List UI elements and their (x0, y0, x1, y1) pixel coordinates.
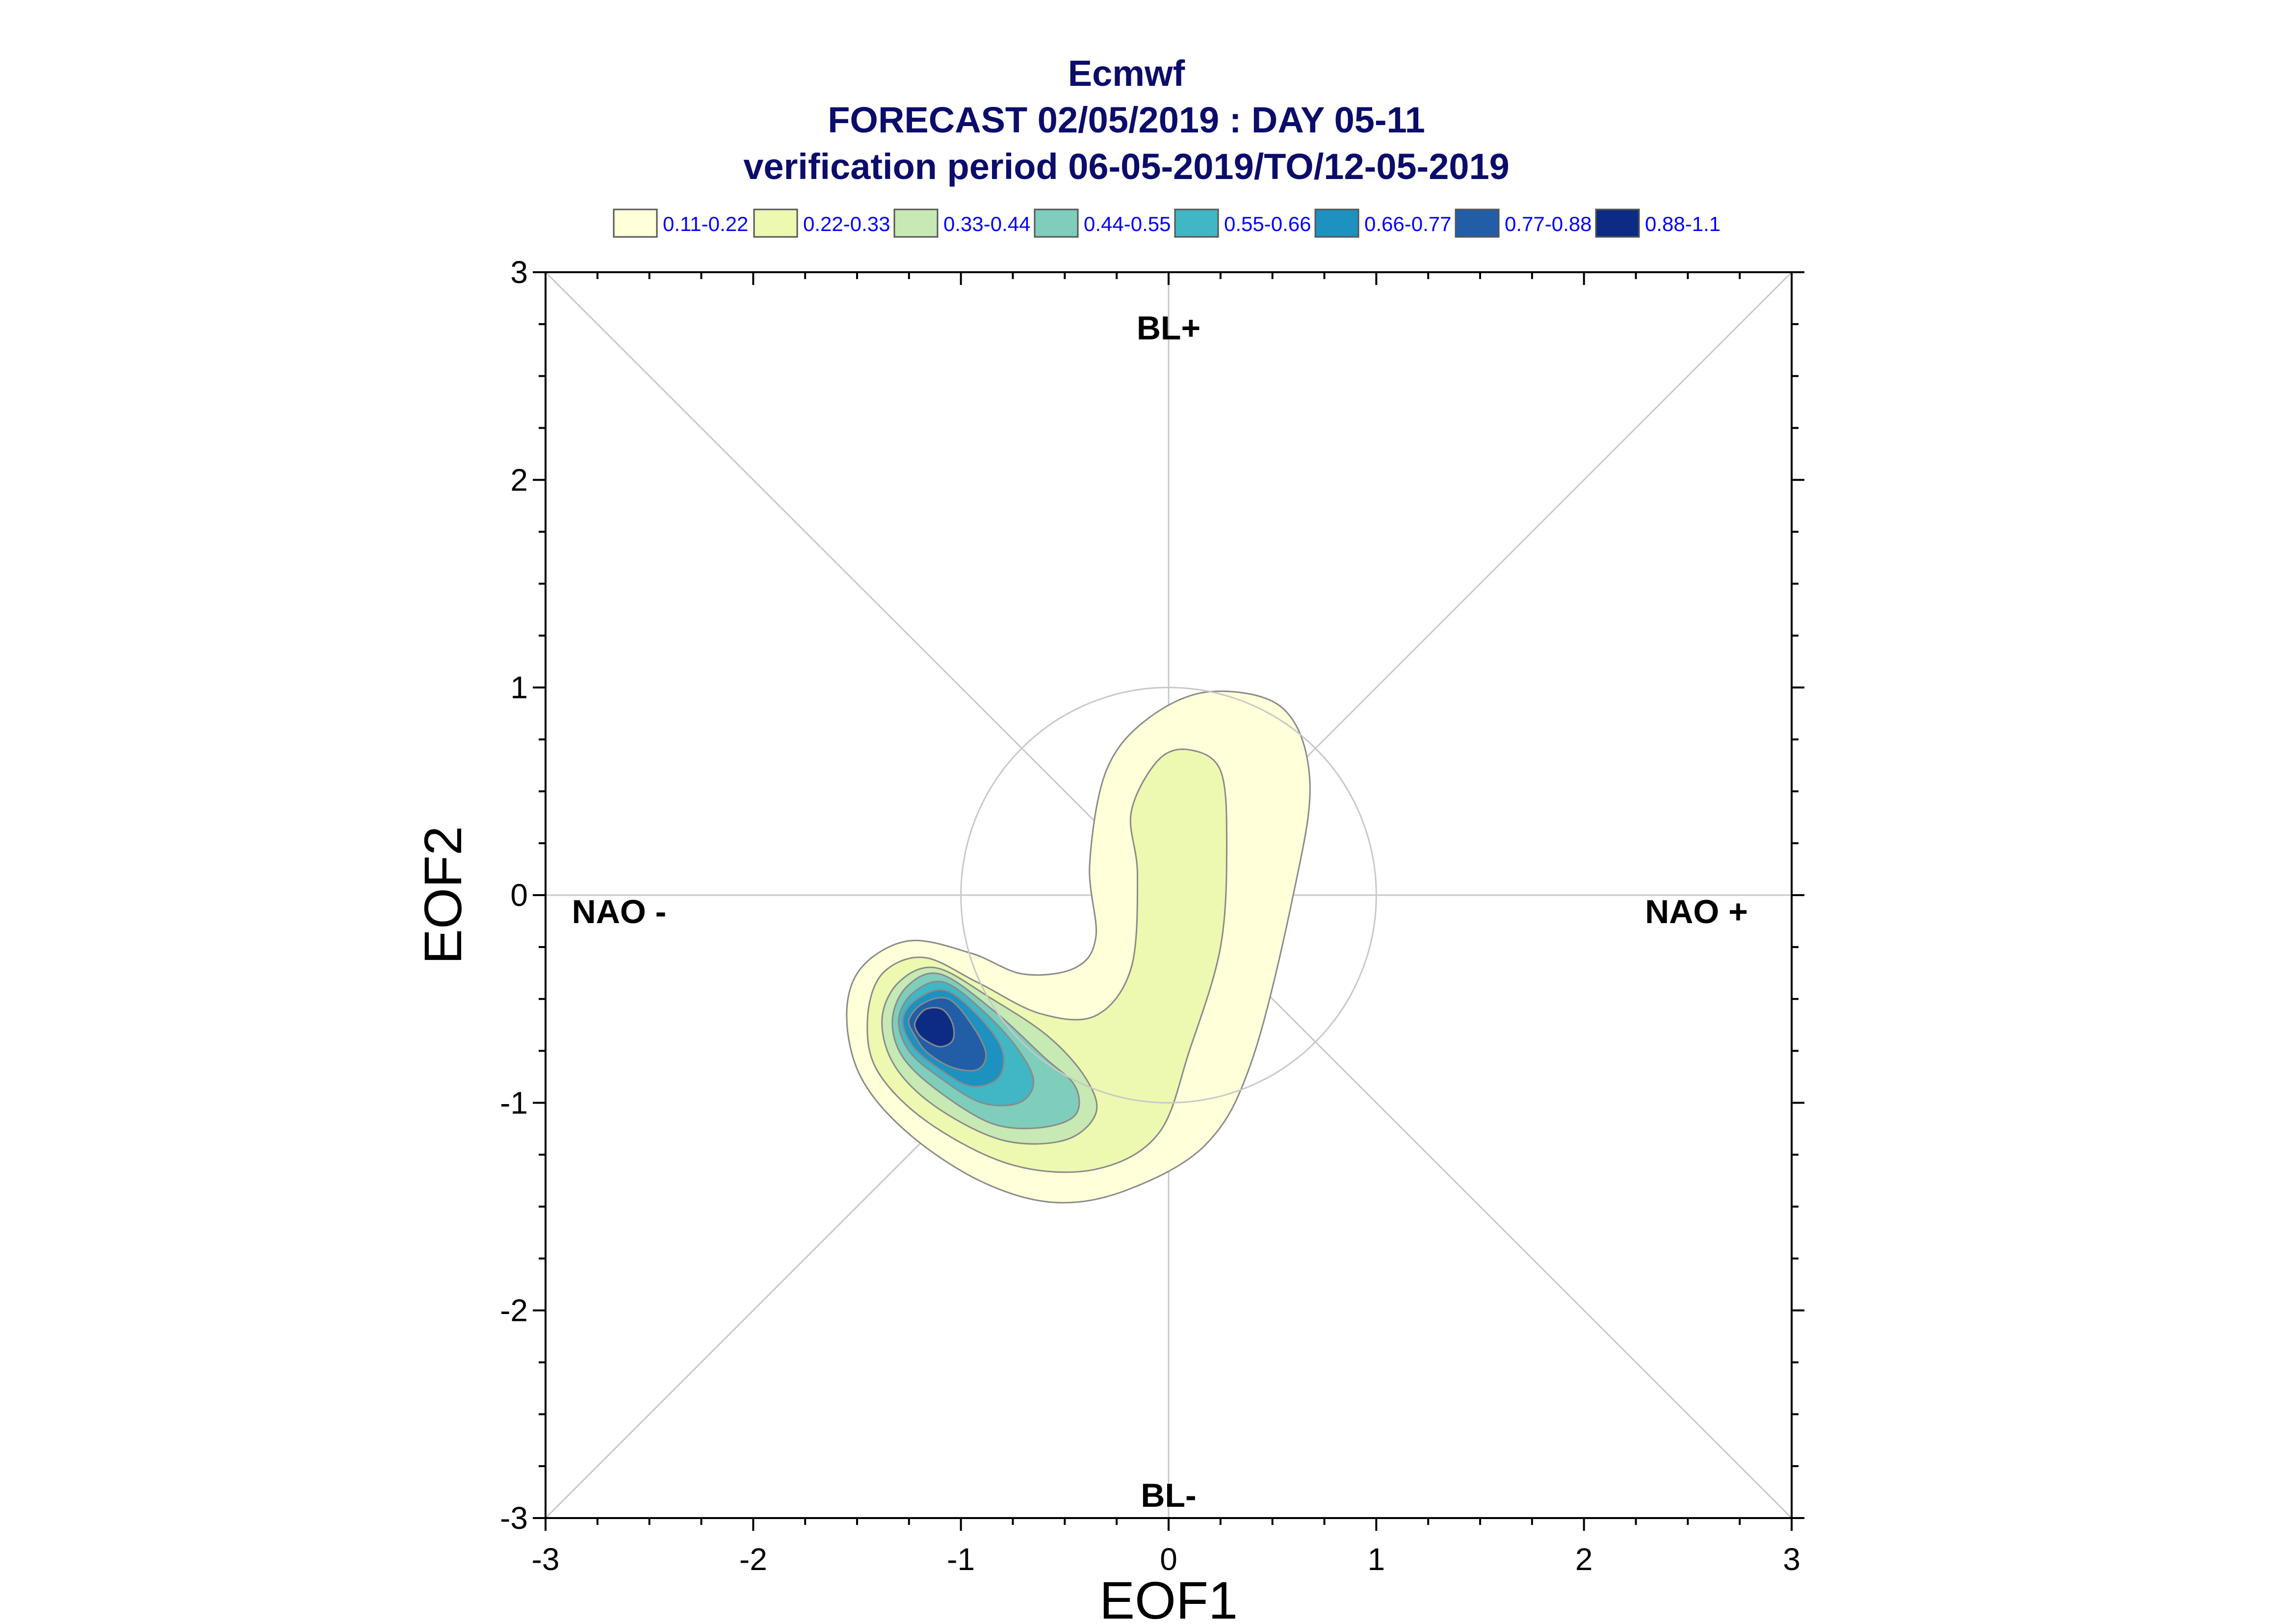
regime-label-nao-plus: NAO + (1645, 893, 1748, 930)
chart-subtitle-forecast: FORECAST 02/05/2019 : DAY 05-11 (828, 100, 1425, 140)
reference-circle (960, 687, 1377, 1104)
reference-overlay (960, 687, 1377, 1104)
legend-label: 0.33-0.44 (943, 212, 1030, 235)
legend-swatch (1455, 208, 1500, 238)
legend-swatch (1314, 208, 1359, 238)
x-tick-label: 2 (1575, 1542, 1593, 1577)
density-contour (913, 1006, 955, 1048)
legend-swatch (1174, 208, 1219, 238)
legend-label: 0.22-0.33 (803, 212, 890, 235)
x-tick-label: -2 (739, 1542, 767, 1577)
regime-label-bl-plus: BL+ (1137, 309, 1200, 347)
x-tick-label: -3 (532, 1542, 560, 1577)
legend-swatch (753, 208, 798, 238)
axis-ticks: -3 -2 -1 0 1 2 3 -3 -2 -1 0 1 2 3 (500, 255, 1804, 1577)
y-tick-label: -3 (500, 1500, 528, 1536)
legend-label: 0.11-0.22 (663, 212, 748, 235)
x-tick-label: 3 (1783, 1542, 1800, 1577)
x-axis-title: EOF1 (1099, 1571, 1238, 1624)
legend-swatch (893, 208, 939, 238)
legend-label: 0.88-1.1 (1645, 212, 1721, 235)
y-axis-title: EOF2 (413, 826, 472, 964)
legend-label: 0.55-0.66 (1224, 212, 1311, 235)
y-tick-label: 0 (510, 877, 528, 913)
legend-swatch (1034, 208, 1079, 238)
plot-area: -3 -2 -1 0 1 2 3 -3 -2 -1 0 1 2 3 (500, 255, 1804, 1577)
legend-label: 0.66-0.77 (1364, 212, 1451, 235)
x-tick-label: -1 (947, 1542, 975, 1577)
y-tick-label: -1 (500, 1085, 528, 1120)
chart-subtitle-verification: verification period 06-05-2019/TO/12-05-… (743, 146, 1510, 187)
regime-label-nao-minus: NAO - (572, 893, 667, 930)
y-tick-label: 2 (510, 462, 528, 497)
density-contours (846, 690, 1311, 1204)
regime-label-bl-minus: BL- (1141, 1477, 1196, 1514)
legend-label: 0.44-0.55 (1084, 212, 1171, 235)
y-tick-label: 1 (510, 670, 528, 705)
y-tick-label: -2 (500, 1293, 528, 1328)
x-tick-label: 0 (1160, 1542, 1177, 1577)
legend-swatch (613, 208, 658, 238)
x-tick-label: 1 (1368, 1542, 1385, 1577)
legend: 0.11-0.22 0.22-0.33 0.33-0.44 0.44-0.55 0.55… (613, 208, 1721, 238)
legend-label: 0.77-0.88 (1505, 212, 1591, 235)
chart-title: Ecmwf (1068, 53, 1185, 94)
y-tick-label: 3 (510, 255, 528, 290)
legend-swatch (1595, 208, 1640, 238)
